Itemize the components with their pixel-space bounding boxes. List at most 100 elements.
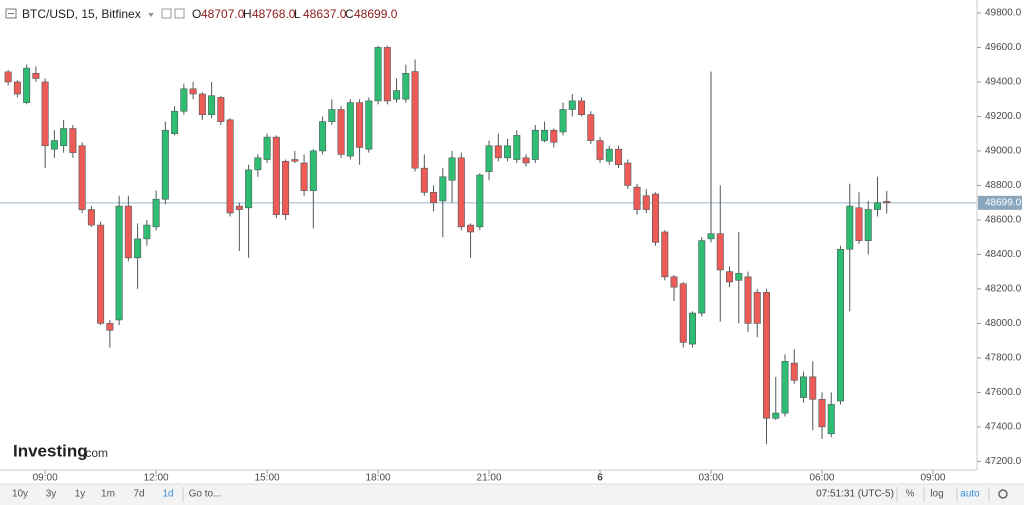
clock: 07:51:31 (UTC-5) bbox=[816, 489, 894, 500]
y-tick-label: 49200.0 bbox=[985, 111, 1022, 122]
candle-body bbox=[115, 205, 123, 321]
candle-body bbox=[50, 140, 58, 150]
candle-body bbox=[171, 110, 179, 134]
range-button[interactable]: 1y bbox=[75, 489, 86, 500]
candle-body bbox=[716, 233, 724, 271]
header-icon[interactable] bbox=[174, 8, 185, 19]
range-button[interactable]: Go to... bbox=[189, 489, 222, 500]
y-tick-label: 49000.0 bbox=[985, 146, 1022, 157]
candle-body bbox=[4, 71, 12, 83]
candle-body bbox=[32, 73, 40, 79]
candle-body bbox=[550, 129, 558, 143]
candle-body bbox=[300, 162, 308, 191]
candle-body bbox=[23, 67, 31, 103]
candle-body bbox=[198, 93, 206, 115]
header-icon[interactable] bbox=[5, 8, 17, 19]
y-tick-label: 48800.0 bbox=[985, 180, 1022, 191]
y-tick-label: 48400.0 bbox=[985, 249, 1022, 260]
candle-body bbox=[661, 231, 669, 278]
candle-body bbox=[254, 157, 262, 171]
candle-body bbox=[60, 128, 68, 147]
candle-body bbox=[513, 135, 521, 160]
candle-body bbox=[106, 323, 114, 331]
x-tick-label: 09:00 bbox=[33, 473, 58, 484]
candle-body bbox=[439, 176, 447, 202]
candle-body bbox=[873, 202, 881, 210]
y-tick-label: 48600.0 bbox=[985, 215, 1022, 226]
x-tick-label: 03:00 bbox=[699, 473, 724, 484]
y-tick-label: 49800.0 bbox=[985, 8, 1022, 19]
toggle-button[interactable]: auto bbox=[960, 489, 980, 500]
x-tick-label: 09:00 bbox=[920, 473, 945, 484]
candle-body bbox=[13, 81, 21, 95]
candle-body bbox=[596, 140, 604, 160]
ohlc-header: O 48707.0H 48768.0L 48637.0C 48699.0 bbox=[192, 7, 398, 21]
last-price-label: 48699.0 bbox=[985, 197, 1022, 208]
candle-body bbox=[152, 198, 160, 228]
candle-body bbox=[652, 193, 660, 243]
y-tick-label: 47800.0 bbox=[985, 353, 1022, 364]
candle-body bbox=[448, 157, 456, 181]
candle-body bbox=[578, 100, 586, 115]
watermark-suffix: .com bbox=[82, 446, 108, 460]
candle-body bbox=[605, 148, 613, 162]
range-button[interactable]: 1m bbox=[101, 489, 115, 500]
candle-body bbox=[624, 162, 632, 186]
ohlc-value: 48768.0 bbox=[252, 7, 296, 21]
candle-body bbox=[402, 73, 410, 100]
watermark-brand: Investing bbox=[13, 441, 88, 460]
candle-body bbox=[753, 292, 761, 324]
candle-body bbox=[809, 376, 817, 400]
candle-body bbox=[291, 159, 299, 162]
candle-body bbox=[679, 283, 687, 343]
candle-body bbox=[800, 376, 808, 398]
header-icon[interactable] bbox=[161, 8, 172, 19]
toggle-button[interactable]: % bbox=[906, 489, 915, 500]
range-button[interactable]: 3y bbox=[46, 489, 57, 500]
candle-body bbox=[235, 205, 243, 210]
candle-body bbox=[41, 81, 49, 147]
candle-body bbox=[217, 97, 225, 122]
ohlc-label: O bbox=[192, 7, 201, 21]
y-tick-label: 49600.0 bbox=[985, 42, 1022, 53]
ohlc-value: 48707.0 bbox=[201, 7, 245, 21]
y-tick-label: 47200.0 bbox=[985, 456, 1022, 467]
candle-body bbox=[328, 109, 336, 122]
candle-body bbox=[726, 271, 734, 283]
range-button[interactable]: 10y bbox=[12, 489, 28, 500]
dropdown-caret[interactable] bbox=[148, 13, 154, 17]
candle-body bbox=[689, 312, 697, 345]
candle-body bbox=[124, 205, 132, 259]
candle-body bbox=[883, 201, 891, 204]
candle-body bbox=[393, 90, 401, 100]
y-tick-label: 47600.0 bbox=[985, 387, 1022, 398]
candle-body bbox=[272, 136, 280, 216]
y-tick-label: 48200.0 bbox=[985, 284, 1022, 295]
candle-body bbox=[189, 88, 197, 95]
x-tick-label: 6 bbox=[597, 473, 603, 484]
candle-body bbox=[698, 240, 706, 314]
settings-icon[interactable] bbox=[998, 489, 1008, 499]
candle-body bbox=[337, 109, 345, 155]
candle-body bbox=[476, 174, 484, 228]
candle-body bbox=[744, 276, 752, 324]
candle-body bbox=[855, 207, 863, 241]
candle-body bbox=[836, 248, 844, 402]
candle-body bbox=[245, 169, 253, 209]
ohlc-label: C bbox=[345, 7, 354, 21]
candle-body bbox=[568, 100, 576, 110]
toggle-button[interactable]: log bbox=[930, 489, 943, 500]
settings-icon[interactable] bbox=[998, 489, 1008, 499]
candle-body bbox=[411, 71, 419, 169]
x-tick-label: 06:00 bbox=[809, 473, 834, 484]
ohlc-value: 48699.0 bbox=[354, 7, 398, 21]
candle-body bbox=[78, 145, 86, 210]
x-tick-label: 15:00 bbox=[255, 473, 280, 484]
candle-body bbox=[430, 192, 438, 203]
last-price-box bbox=[978, 195, 1022, 210]
range-button[interactable]: 7d bbox=[133, 489, 144, 500]
range-button[interactable]: 1d bbox=[162, 489, 173, 500]
candle-body bbox=[134, 238, 142, 259]
